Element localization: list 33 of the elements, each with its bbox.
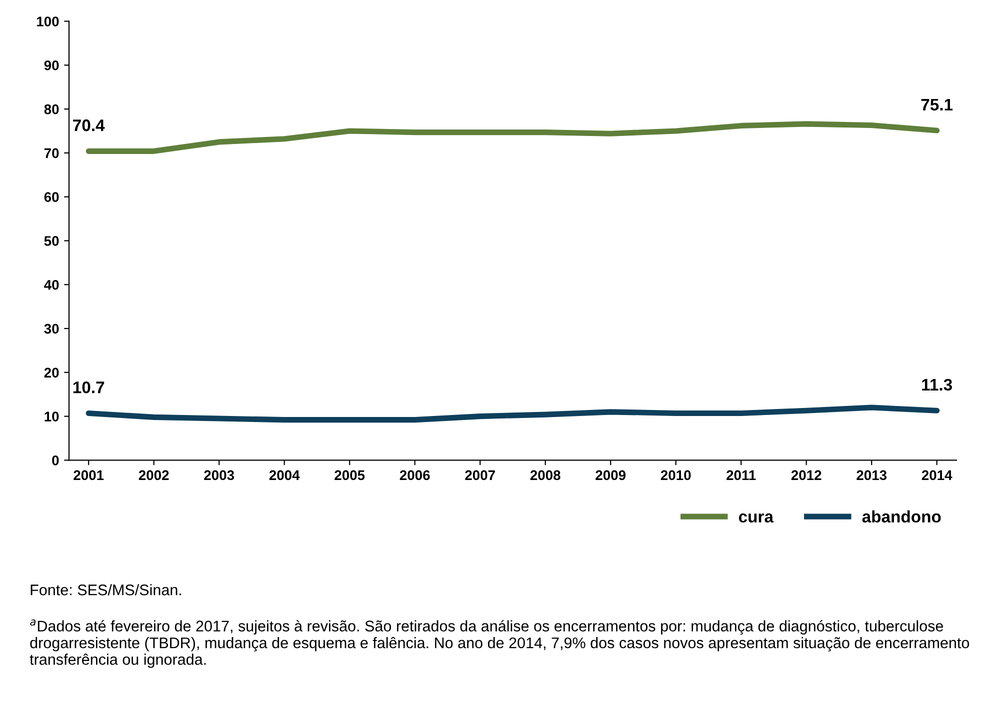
y-tick-label: 10 — [44, 412, 59, 422]
x-tick-label: 2012 — [791, 470, 822, 480]
y-tick-label: 20 — [44, 368, 59, 378]
data-label: 75.1 — [921, 98, 953, 111]
y-tick-label: 70 — [44, 148, 59, 158]
x-tick-label: 2007 — [465, 470, 495, 480]
legend-label: cura — [738, 513, 774, 523]
x-tick-label: 2013 — [856, 470, 887, 480]
legend-label: abandono — [862, 510, 941, 523]
x-tick-label: 2006 — [400, 470, 430, 480]
x-tick-label: 2008 — [530, 470, 560, 480]
y-tick-label: 100 — [37, 16, 59, 26]
text: $^{a}$Dados até fevereiro de 2017, sujeitos à revisão. São retirados da análise os encerramentos por: mudança de diagnóstico, tuberculose drogarresistente (TBDR), mudança de esquema e falência. No ano de 2014, 7,9% dos casos novos apresentam situação de encerramento transferência ou ignorada. — [30, 620, 970, 668]
y-tick-label: 50 — [44, 236, 59, 246]
x-tick-label: 2009 — [596, 470, 626, 480]
source-note: Fonte: SES/MS/Sinan. — [30, 584, 182, 596]
y-tick-label: 60 — [44, 192, 59, 202]
x-tick-label: 2001 — [74, 470, 104, 480]
x-tick-label: 2011 — [726, 470, 756, 480]
data-label: 70.4 — [73, 119, 105, 132]
y-tick-label: 40 — [44, 280, 59, 290]
y-tick-label: 90 — [44, 60, 59, 70]
y-tick-label: 30 — [44, 324, 59, 334]
x-tick-label: 2004 — [269, 470, 300, 480]
data-label: 11.3 — [922, 378, 952, 391]
y-tick-label: 80 — [44, 104, 59, 114]
x-tick-label: 2002 — [138, 470, 169, 480]
y-tick-label: 0 — [52, 456, 59, 466]
x-tick-label: 2005 — [334, 470, 365, 480]
data-label: 10.7 — [73, 381, 104, 394]
x-tick-label: 2003 — [204, 470, 234, 480]
x-tick-label: 2010 — [660, 470, 691, 480]
x-tick-label: 2014 — [922, 470, 952, 480]
